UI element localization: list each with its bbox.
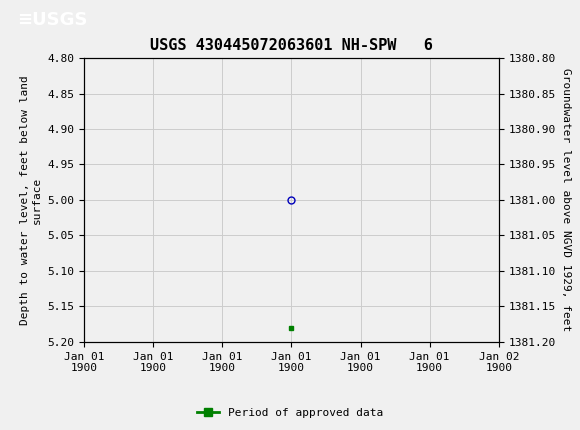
Legend: Period of approved data: Period of approved data <box>193 403 387 422</box>
Y-axis label: Depth to water level, feet below land
surface: Depth to water level, feet below land su… <box>20 75 42 325</box>
Title: USGS 430445072063601 NH-SPW   6: USGS 430445072063601 NH-SPW 6 <box>150 38 433 53</box>
Y-axis label: Groundwater level above NGVD 1929, feet: Groundwater level above NGVD 1929, feet <box>561 68 571 332</box>
Text: ≡USGS: ≡USGS <box>17 12 88 29</box>
